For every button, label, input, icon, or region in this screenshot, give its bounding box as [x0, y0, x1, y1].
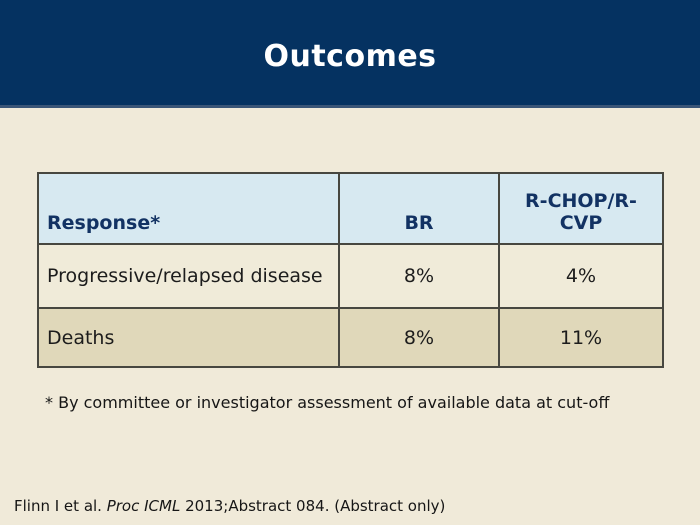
outcomes-table-container: Response* BR R-CHOP/R-CVP Progressive/re…: [37, 172, 664, 368]
title-band: Outcomes: [0, 0, 700, 108]
citation-journal: Proc ICML: [106, 497, 181, 515]
cell-deaths-rchop-value: 11%: [498, 307, 664, 368]
table-header-row: Response* BR R-CHOP/R-CVP: [37, 172, 664, 245]
outcomes-table: Response* BR R-CHOP/R-CVP Progressive/re…: [37, 172, 664, 368]
cell-progressive-rchop-value: 4%: [498, 243, 664, 309]
cell-deaths-label: Deaths: [37, 307, 340, 368]
footnote: * By committee or investigator assessmen…: [45, 393, 610, 412]
slide-title: Outcomes: [263, 39, 437, 74]
citation-details: 2013;Abstract 084. (Abstract only): [180, 497, 446, 515]
table-row-deaths: Deaths 8% 11%: [37, 307, 664, 368]
column-header-br: BR: [338, 172, 500, 245]
cell-progressive-br-value: 8%: [338, 243, 500, 309]
citation-authors: Flinn I et al.: [14, 497, 107, 515]
cell-progressive-label: Progressive/relapsed disease: [37, 243, 340, 309]
column-header-rchop-rcvp: R-CHOP/R-CVP: [498, 172, 664, 245]
column-header-response: Response*: [37, 172, 340, 245]
cell-deaths-br-value: 8%: [338, 307, 500, 368]
citation: Flinn I et al. Proc ICML 2013;Abstract 0…: [14, 497, 445, 515]
table-row-progressive-relapsed: Progressive/relapsed disease 8% 4%: [37, 243, 664, 309]
